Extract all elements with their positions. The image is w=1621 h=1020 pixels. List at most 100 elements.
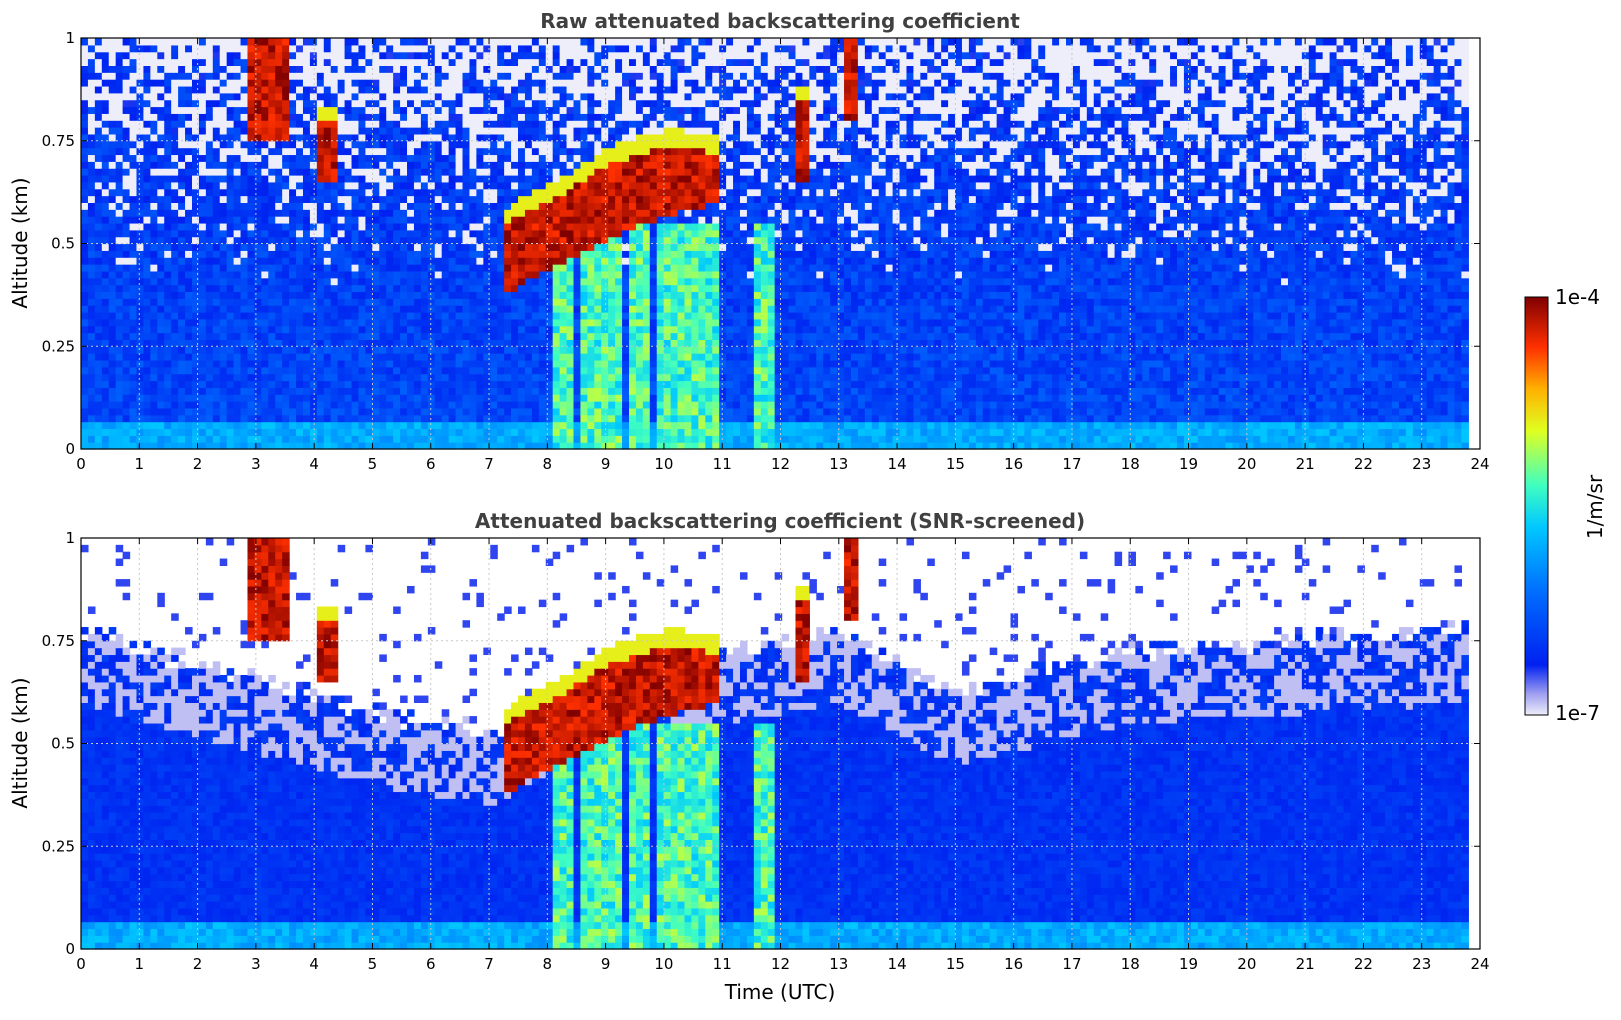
- heatmap-cell: [275, 264, 283, 272]
- heatmap-cell: [649, 332, 658, 340]
- heatmap-cell: [448, 209, 457, 217]
- heatmap-cell: [240, 312, 249, 320]
- heatmap-cell: [386, 209, 394, 217]
- heatmap-cell: [164, 250, 172, 258]
- heatmap-cell: [171, 257, 179, 265]
- heatmap-cell: [497, 298, 505, 306]
- heatmap-cell: [566, 65, 575, 73]
- heatmap-cell: [87, 257, 96, 265]
- heatmap-cell: [386, 373, 394, 382]
- heatmap-cell: [205, 133, 214, 142]
- heatmap-cell: [337, 51, 346, 60]
- heatmap-cell: [469, 236, 477, 245]
- heatmap-cell: [594, 222, 602, 231]
- heatmap-cell: [552, 133, 561, 142]
- heatmap-cell: [386, 202, 394, 210]
- heatmap-cell: [351, 65, 360, 73]
- heatmap-cell: [573, 421, 582, 430]
- heatmap-cell: [629, 140, 637, 149]
- heatmap-cell: [497, 127, 505, 135]
- heatmap-cell: [302, 236, 311, 245]
- heatmap-cell: [469, 414, 477, 423]
- heatmap-cell: [275, 65, 283, 73]
- heatmap-cell: [94, 222, 103, 231]
- heatmap-cell: [476, 373, 484, 382]
- heatmap-cell: [420, 359, 429, 368]
- heatmap-cell: [573, 264, 582, 272]
- heatmap-cell: [136, 325, 145, 334]
- heatmap-cell: [462, 277, 471, 286]
- heatmap-cell: [198, 195, 207, 203]
- heatmap-cell: [157, 106, 165, 114]
- heatmap-cell: [289, 79, 297, 87]
- heatmap-cell: [462, 147, 471, 156]
- heatmap-cell: [559, 394, 568, 402]
- heatmap-cell: [504, 366, 512, 375]
- heatmap-cell: [282, 298, 290, 306]
- heatmap-cell: [233, 195, 242, 203]
- heatmap-cell: [254, 339, 262, 347]
- heatmap-cell: [441, 435, 450, 443]
- heatmap-cell: [316, 202, 325, 210]
- heatmap-cell: [212, 346, 221, 354]
- heatmap-cell: [615, 277, 623, 286]
- heatmap-cell: [594, 346, 602, 354]
- heatmap-cell: [608, 380, 616, 388]
- heatmap-cell: [629, 216, 637, 224]
- heatmap-cell: [629, 257, 637, 265]
- heatmap-cell: [316, 38, 325, 46]
- heatmap-cell: [289, 127, 297, 135]
- heatmap-cell: [434, 284, 443, 293]
- heatmap-cell: [115, 113, 124, 121]
- heatmap-cell: [296, 284, 304, 293]
- heatmap-cell: [511, 113, 519, 121]
- heatmap-cell: [275, 291, 283, 299]
- heatmap-cell: [372, 127, 380, 135]
- heatmap-cell: [420, 264, 429, 272]
- heatmap-cell: [400, 85, 408, 94]
- heatmap-cell: [212, 168, 221, 176]
- heatmap-cell: [157, 435, 165, 443]
- heatmap-cell: [247, 325, 256, 334]
- heatmap-cell: [351, 373, 360, 382]
- heatmap-cell: [289, 264, 297, 272]
- heatmap-cell: [524, 92, 533, 101]
- heatmap-cell: [587, 99, 595, 108]
- heatmap-cell: [150, 414, 158, 423]
- heatmap-cell: [233, 264, 242, 272]
- heatmap-cell: [247, 284, 256, 293]
- heatmap-cell: [219, 106, 228, 114]
- heatmap-cell: [101, 407, 110, 416]
- heatmap-cell: [635, 250, 644, 258]
- heatmap-cell: [171, 346, 179, 354]
- heatmap-cell: [122, 428, 131, 436]
- heatmap-cell: [559, 305, 568, 313]
- heatmap-cell: [462, 305, 471, 313]
- heatmap-cell: [580, 154, 588, 162]
- heatmap-cell: [289, 414, 297, 423]
- heatmap-cell: [351, 216, 360, 224]
- heatmap-cell: [580, 202, 588, 210]
- heatmap-cell: [524, 257, 533, 265]
- heatmap-cell: [469, 99, 477, 108]
- heatmap-cell: [587, 380, 595, 388]
- heatmap-cell: [296, 407, 304, 416]
- heatmap-cell: [615, 195, 623, 203]
- heatmap-cell: [150, 216, 158, 224]
- heatmap-cell: [559, 120, 568, 128]
- heatmap-cell: [490, 202, 498, 210]
- heatmap-cell: [275, 99, 283, 108]
- heatmap-cell: [580, 366, 588, 375]
- heatmap-cell: [455, 202, 464, 210]
- heatmap-cell: [358, 113, 367, 121]
- heatmap-cell: [171, 332, 179, 340]
- heatmap-cell: [101, 85, 110, 94]
- heatmap-cell: [261, 65, 269, 73]
- heatmap-cell: [191, 161, 200, 169]
- heatmap-cell: [282, 380, 290, 388]
- heatmap-cell: [226, 106, 235, 114]
- heatmap-cell: [302, 195, 311, 203]
- heatmap-cell: [164, 216, 172, 224]
- heatmap-cell: [462, 85, 471, 94]
- heatmap-cell: [212, 120, 221, 128]
